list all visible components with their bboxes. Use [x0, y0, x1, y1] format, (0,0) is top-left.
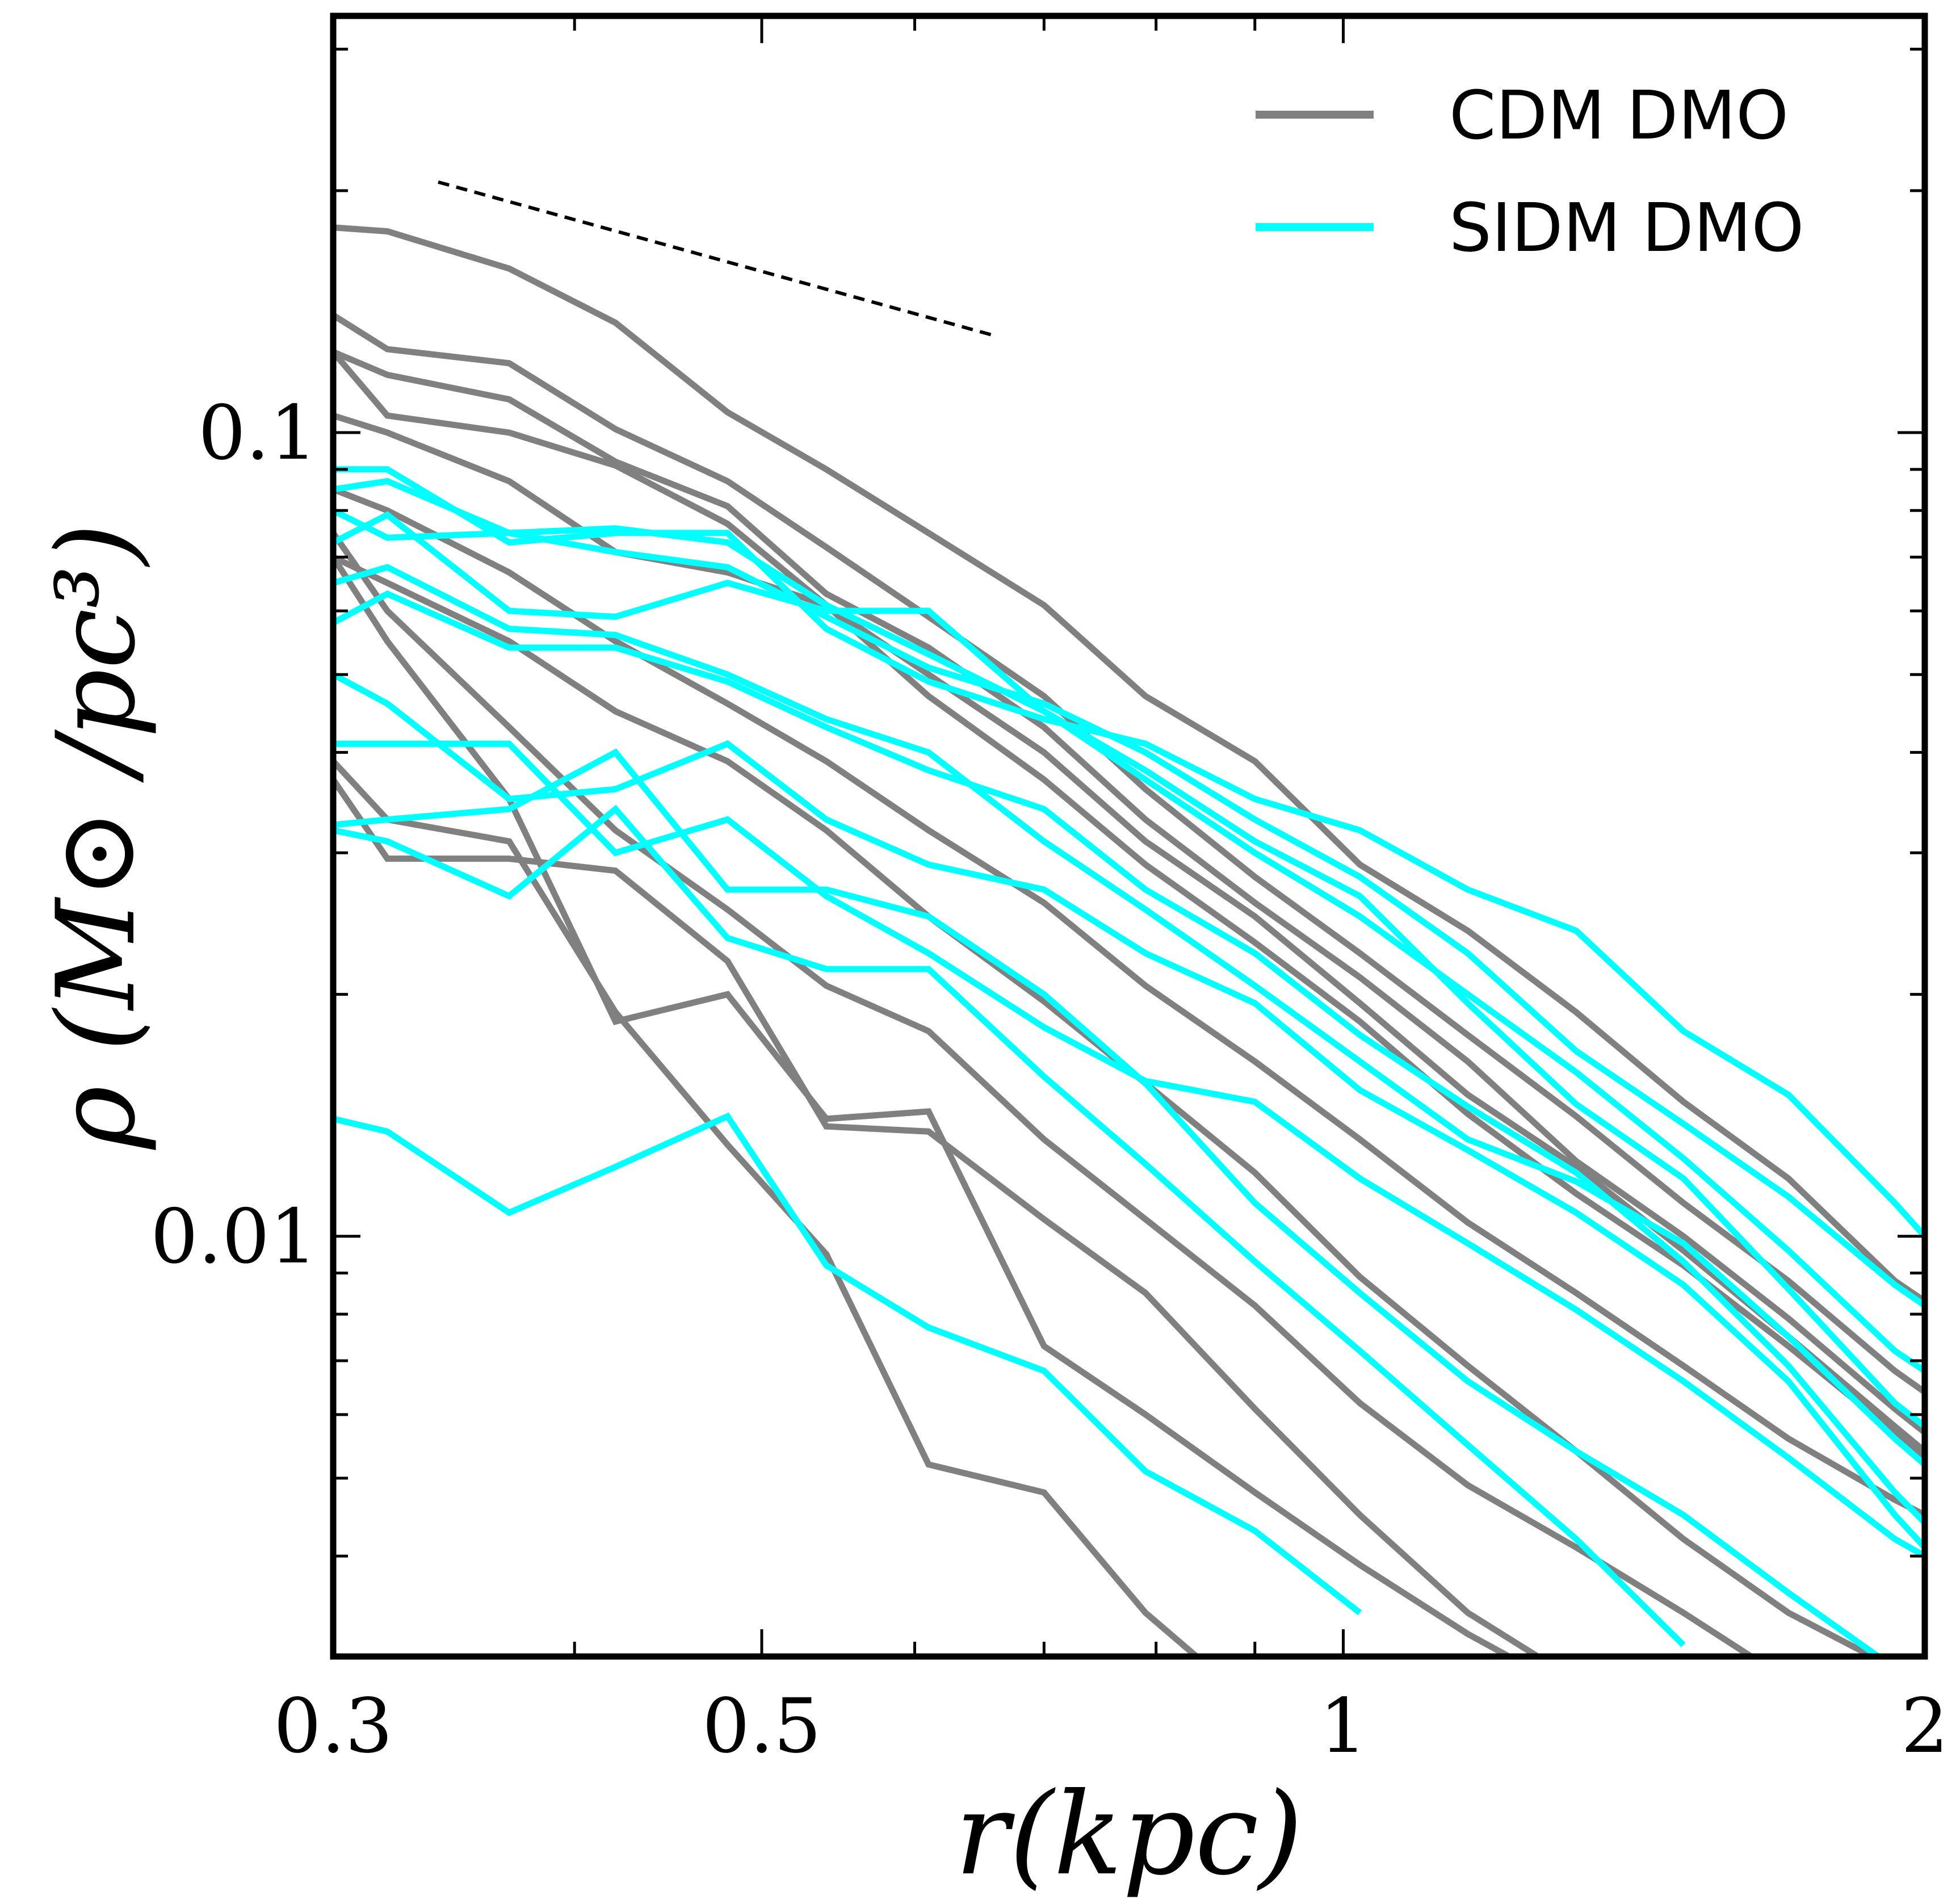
- series-line-sidm-20: [333, 804, 1686, 1647]
- series-line-sidm-12: [333, 478, 1925, 1309]
- series-line-cdm-9: [333, 759, 1202, 1656]
- series-line-sidm-13: [333, 508, 1925, 1374]
- reference-slope-line: [438, 180, 996, 338]
- tick-labels-layer: 0.3 0.5 1 2 0.1 0.01: [150, 389, 1949, 1770]
- series-line-cdm-1: [333, 312, 1925, 1395]
- series-line-cdm-7: [333, 531, 1757, 1656]
- series-line-cdm-8: [333, 555, 1516, 1656]
- series-line-sidm-11: [333, 466, 1925, 1239]
- series-line-sidm-19: [333, 748, 1884, 1656]
- x-axis-label: r(kpc): [955, 1768, 1303, 1901]
- series-line-cdm-6: [333, 554, 1879, 1656]
- series-line-sidm-21: [333, 1112, 1362, 1616]
- y-tick-label-0: 0.1: [198, 389, 317, 477]
- plot-frame: [330, 12, 1928, 1660]
- y-axis-label: ρ (M⊙ /pc³): [33, 523, 159, 1151]
- series-line-cdm-10: [333, 778, 1544, 1656]
- legend-label-sidm: SIDM DMO: [1449, 188, 1804, 267]
- legend: CDM DMO SIDM DMO: [1256, 76, 1804, 267]
- ticks-layer: [331, 16, 1926, 1658]
- series-line-cdm-0: [333, 224, 1925, 1304]
- series-line-sidm-15: [333, 564, 1925, 1467]
- x-tick-label-0: 0.3: [274, 1683, 393, 1770]
- series-line-cdm-3: [333, 350, 1925, 1454]
- series-line-sidm-16: [333, 590, 1925, 1525]
- x-tick-label-2: 1: [1320, 1683, 1367, 1770]
- y-tick-label-1: 0.01: [150, 1193, 317, 1281]
- reference-layer: [438, 180, 996, 338]
- series-line-sidm-17: [333, 672, 1925, 1550]
- series-line-cdm-5: [333, 486, 1925, 1518]
- legend-label-cdm: CDM DMO: [1449, 76, 1789, 154]
- x-tick-label-3: 2: [1901, 1683, 1949, 1770]
- x-tick-label-1: 0.5: [702, 1683, 821, 1770]
- series-layer: [333, 224, 1925, 1656]
- series-line-cdm-2: [333, 349, 1925, 1435]
- series-line-sidm-14: [333, 511, 1925, 1429]
